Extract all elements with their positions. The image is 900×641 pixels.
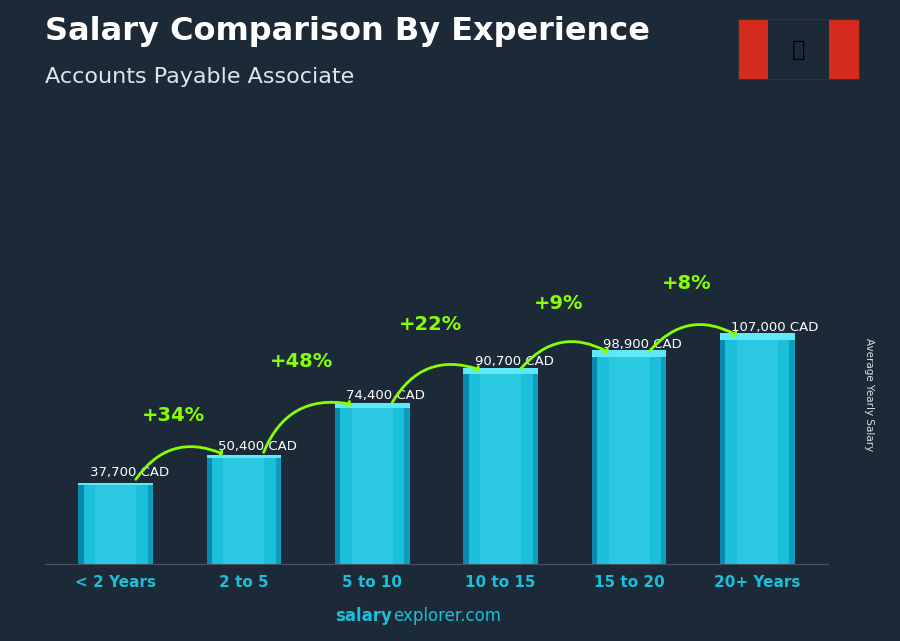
Text: 98,900 CAD: 98,900 CAD bbox=[603, 338, 681, 351]
Polygon shape bbox=[78, 483, 153, 485]
Text: +34%: +34% bbox=[142, 406, 205, 425]
Polygon shape bbox=[464, 374, 469, 564]
Polygon shape bbox=[78, 485, 84, 564]
Text: 🍁: 🍁 bbox=[792, 40, 806, 60]
Polygon shape bbox=[738, 19, 769, 80]
Polygon shape bbox=[276, 458, 281, 564]
Polygon shape bbox=[148, 485, 153, 564]
FancyArrowPatch shape bbox=[521, 342, 608, 369]
Polygon shape bbox=[335, 408, 410, 564]
Polygon shape bbox=[829, 19, 860, 80]
Text: Average Yearly Salary: Average Yearly Salary bbox=[863, 338, 874, 451]
Polygon shape bbox=[207, 458, 211, 564]
Polygon shape bbox=[352, 408, 392, 564]
Polygon shape bbox=[335, 403, 410, 408]
Polygon shape bbox=[592, 351, 666, 356]
Text: 107,000 CAD: 107,000 CAD bbox=[732, 321, 819, 334]
Polygon shape bbox=[720, 333, 795, 340]
Text: +48%: +48% bbox=[270, 352, 333, 371]
FancyArrowPatch shape bbox=[650, 324, 735, 351]
Text: +9%: +9% bbox=[534, 294, 583, 313]
Text: 37,700 CAD: 37,700 CAD bbox=[89, 467, 168, 479]
Polygon shape bbox=[207, 458, 281, 564]
Polygon shape bbox=[662, 356, 666, 564]
Text: Accounts Payable Associate: Accounts Payable Associate bbox=[45, 67, 355, 87]
Polygon shape bbox=[720, 340, 795, 564]
Text: 90,700 CAD: 90,700 CAD bbox=[474, 355, 554, 369]
Polygon shape bbox=[789, 340, 795, 564]
Polygon shape bbox=[533, 374, 538, 564]
Polygon shape bbox=[207, 455, 281, 458]
FancyArrowPatch shape bbox=[392, 365, 478, 403]
Polygon shape bbox=[95, 485, 136, 564]
Polygon shape bbox=[464, 368, 538, 374]
Polygon shape bbox=[737, 340, 778, 564]
FancyArrowPatch shape bbox=[136, 447, 221, 479]
Text: salary: salary bbox=[335, 607, 392, 625]
Text: 50,400 CAD: 50,400 CAD bbox=[218, 440, 297, 453]
Polygon shape bbox=[464, 374, 538, 564]
Polygon shape bbox=[608, 356, 650, 564]
FancyArrowPatch shape bbox=[264, 401, 349, 453]
Text: 74,400 CAD: 74,400 CAD bbox=[346, 390, 425, 403]
Text: explorer.com: explorer.com bbox=[393, 607, 501, 625]
Polygon shape bbox=[592, 356, 597, 564]
Polygon shape bbox=[720, 340, 725, 564]
Polygon shape bbox=[223, 458, 265, 564]
Polygon shape bbox=[78, 485, 153, 564]
Polygon shape bbox=[592, 356, 666, 564]
Polygon shape bbox=[481, 374, 521, 564]
Text: +22%: +22% bbox=[399, 315, 462, 333]
Text: Salary Comparison By Experience: Salary Comparison By Experience bbox=[45, 16, 650, 47]
Text: +8%: +8% bbox=[662, 274, 712, 292]
Polygon shape bbox=[335, 408, 340, 564]
Polygon shape bbox=[404, 408, 410, 564]
